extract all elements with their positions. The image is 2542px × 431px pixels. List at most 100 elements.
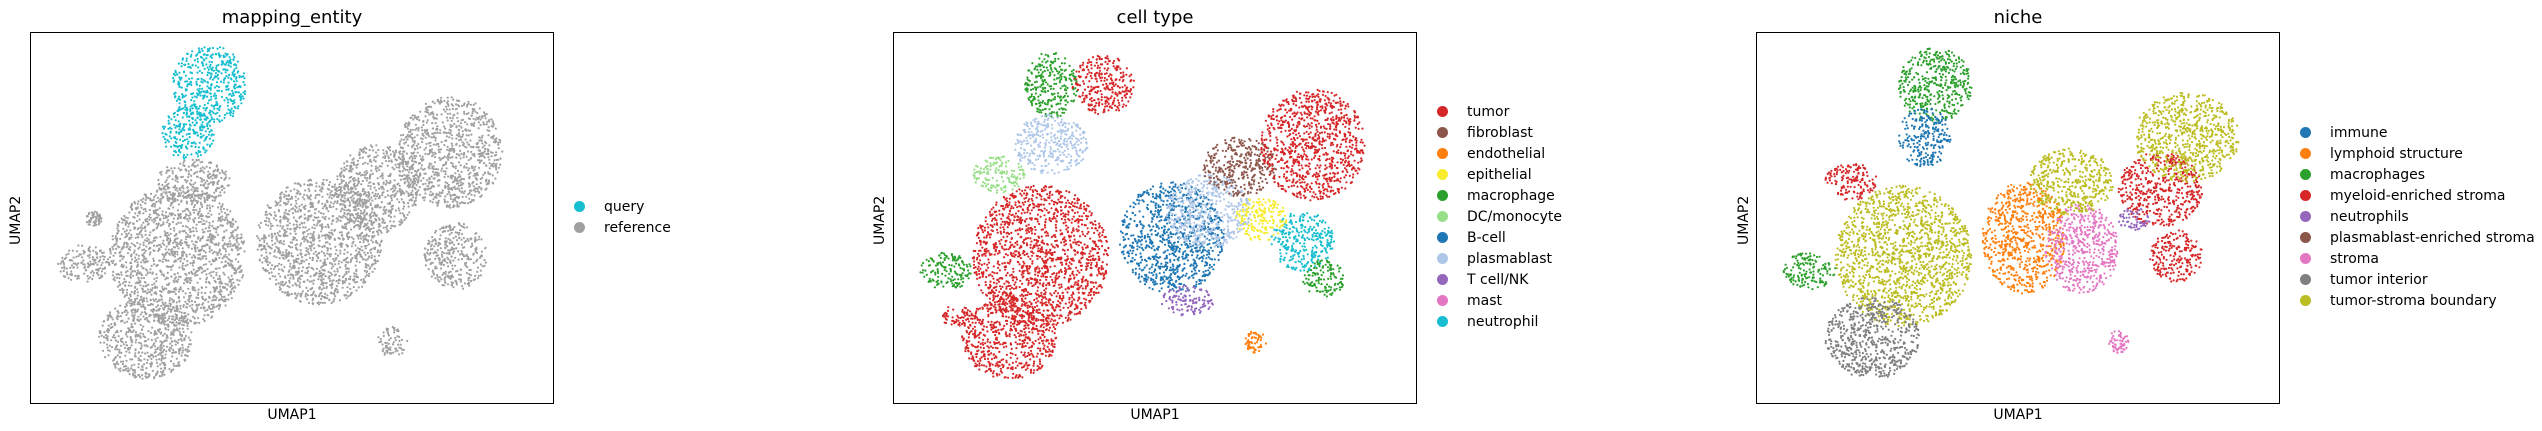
- scatter-point: [320, 298, 323, 301]
- scatter-point: [173, 150, 176, 153]
- scatter-point: [156, 300, 159, 303]
- scatter-point: [183, 268, 186, 271]
- scatter-point: [178, 231, 181, 234]
- scatter-point: [215, 64, 218, 67]
- scatter-point: [223, 219, 226, 222]
- scatter-point: [303, 240, 306, 243]
- scatter-point: [106, 335, 109, 338]
- scatter-point: [154, 286, 157, 289]
- scatter-point: [224, 253, 227, 256]
- scatter-point: [226, 98, 229, 101]
- scatter-point: [278, 230, 281, 233]
- scatter-point: [148, 209, 151, 212]
- scatter-point: [216, 117, 219, 121]
- scatter-point: [204, 255, 207, 258]
- scatter-point: [328, 217, 331, 220]
- scatter-point: [313, 247, 316, 250]
- scatter-point: [197, 316, 200, 320]
- scatter-point: [283, 254, 286, 257]
- scatter-point: [365, 213, 368, 216]
- scatter-point: [184, 88, 187, 91]
- scatter-point: [381, 191, 384, 194]
- scatter-point: [283, 211, 287, 214]
- scatter-point: [284, 190, 288, 193]
- scatter-point: [203, 59, 206, 62]
- scatter-point: [242, 240, 246, 243]
- scatter-point: [362, 239, 365, 242]
- scatter-point: [180, 335, 183, 338]
- scatter-point: [157, 304, 160, 307]
- scatter-point: [232, 85, 236, 88]
- scatter-point: [196, 164, 199, 167]
- scatter-point: [180, 168, 183, 171]
- scatter-point: [171, 351, 174, 354]
- scatter-point: [382, 181, 385, 184]
- scatter-point: [149, 271, 152, 274]
- scatter-point: [186, 115, 189, 118]
- scatter-point: [187, 115, 191, 118]
- scatter-point: [179, 275, 182, 278]
- scatter-point: [206, 123, 209, 126]
- scatter-point: [212, 238, 215, 241]
- scatter-point: [170, 331, 173, 334]
- scatter-point: [390, 199, 393, 202]
- scatter-point: [142, 212, 145, 215]
- scatter-point: [147, 215, 151, 218]
- scatter-point: [241, 274, 245, 277]
- scatter-point: [324, 282, 327, 285]
- scatter-point: [125, 266, 128, 269]
- scatter-point: [129, 275, 132, 278]
- scatter-point: [375, 214, 378, 217]
- scatter-point: [175, 279, 178, 283]
- scatter-point: [198, 105, 201, 108]
- scatter-point: [142, 197, 145, 200]
- scatter-point: [219, 80, 223, 83]
- scatter-point: [186, 348, 189, 351]
- scatter-point: [191, 107, 194, 110]
- scatter-point: [281, 251, 284, 254]
- scatter-point: [178, 128, 181, 131]
- scatter-point: [256, 235, 259, 238]
- scatter-point: [184, 179, 187, 182]
- scatter-point: [336, 202, 339, 205]
- scatter-point: [118, 348, 121, 351]
- scatter-point: [178, 352, 181, 355]
- scatter-point: [205, 90, 208, 93]
- scatter-point: [142, 285, 145, 288]
- scatter-point: [279, 234, 282, 237]
- scatter-cluster: [398, 96, 504, 209]
- scatter-point: [143, 299, 146, 302]
- scatter-point: [381, 172, 384, 175]
- scatter-point: [295, 223, 298, 226]
- scatter-point: [124, 280, 128, 283]
- scatter-point: [150, 241, 153, 244]
- scatter-point: [137, 236, 140, 239]
- scatter-point: [169, 337, 172, 340]
- scatter-point: [207, 300, 210, 303]
- scatter-point: [196, 281, 199, 284]
- scatter-point: [232, 237, 235, 240]
- scatter-point: [173, 79, 176, 82]
- scatter-point: [340, 245, 343, 248]
- scatter-point: [193, 165, 196, 168]
- scatter-point: [305, 292, 308, 295]
- scatter-point: [330, 286, 333, 289]
- scatter-point: [315, 267, 319, 270]
- scatter-point: [470, 150, 473, 153]
- scatter-point: [203, 198, 206, 201]
- scatter-point: [303, 221, 306, 224]
- scatter-point: [187, 195, 190, 198]
- scatter-point: [221, 171, 224, 174]
- scatter-point: [210, 104, 213, 107]
- scatter-point: [131, 331, 134, 334]
- scatter-point: [296, 210, 299, 213]
- scatter-point: [197, 51, 200, 54]
- scatter-point: [224, 170, 227, 173]
- scatter-point: [482, 121, 485, 124]
- scatter-point: [194, 119, 197, 122]
- scatter-point: [229, 114, 232, 117]
- scatter-point: [284, 275, 287, 278]
- scatter-point: [359, 222, 362, 225]
- scatter-point: [185, 231, 188, 234]
- scatter-point: [339, 219, 342, 222]
